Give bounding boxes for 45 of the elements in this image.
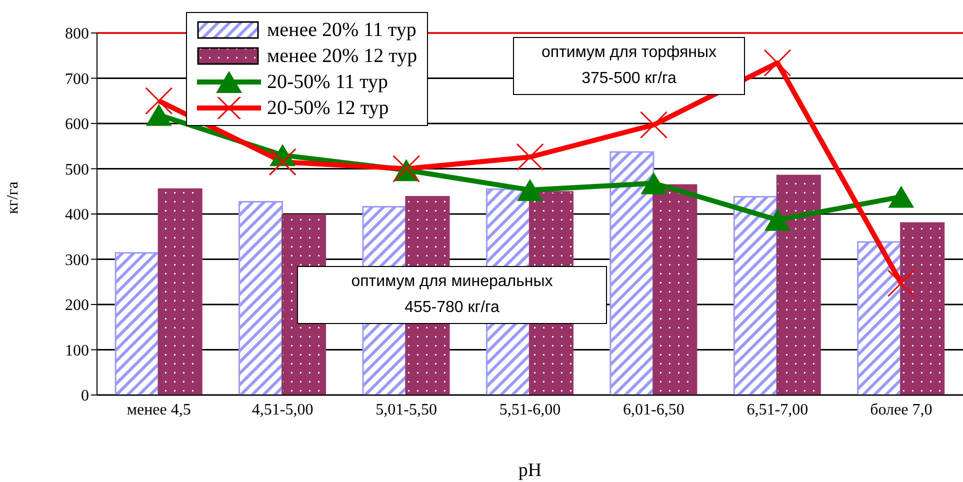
bar: [238, 201, 284, 395]
y-tick-label: 0: [81, 388, 89, 405]
point: [268, 148, 296, 176]
bar: [776, 174, 821, 395]
bar: [158, 188, 202, 395]
point: [516, 143, 544, 171]
point: [764, 208, 790, 231]
x-tick-label: 5,51-6,00: [499, 401, 561, 418]
point: [640, 172, 667, 194]
y-tick-label: 700: [65, 70, 89, 88]
x-tick-label: менее 4,5: [126, 401, 191, 418]
point: [640, 111, 668, 139]
legend-label: менее 20% 12 тур: [267, 44, 418, 69]
bar: [610, 151, 654, 395]
y-tick-label: 300: [65, 252, 89, 269]
bar: [652, 184, 698, 395]
y-tick-label: 600: [65, 116, 89, 134]
bar: [857, 241, 902, 395]
x-tick-label: 6,51-7,00: [746, 401, 808, 418]
x-tick-label: 5,01-5,50: [376, 401, 437, 418]
y-axis-title: кг/га: [4, 182, 22, 214]
point: [145, 87, 173, 115]
legend-label: 20-50% 12 тур: [267, 96, 389, 121]
x-tick-label: 6,01-6,50: [623, 401, 684, 418]
y-tick-label: 400: [65, 206, 89, 224]
legend-label: менее 20% 11 тур: [267, 18, 416, 43]
legend-label: 20-50% 11 тур: [267, 70, 388, 95]
y-tick-label: 200: [65, 297, 89, 314]
point: [392, 155, 420, 182]
bar: [733, 196, 778, 395]
x-axis-title: pH: [518, 460, 542, 481]
callout-box: оптимум для минеральных 455-780 кг/га: [297, 266, 607, 324]
x-tick-label: 4,51-5,00: [252, 401, 314, 418]
callout-box: оптимум для торфяных 375-500 кг/га: [513, 37, 745, 95]
point: [146, 104, 172, 126]
bar: [114, 252, 160, 395]
bar: [900, 222, 945, 395]
point: [517, 179, 543, 202]
point: [887, 269, 915, 297]
x-tick-label: более 7,0: [870, 401, 932, 418]
y-tick-label: 800: [65, 26, 89, 43]
point: [764, 49, 792, 77]
y-tick-label: 100: [65, 342, 89, 360]
y-tick-label: 500: [65, 161, 89, 178]
point: [888, 186, 914, 208]
